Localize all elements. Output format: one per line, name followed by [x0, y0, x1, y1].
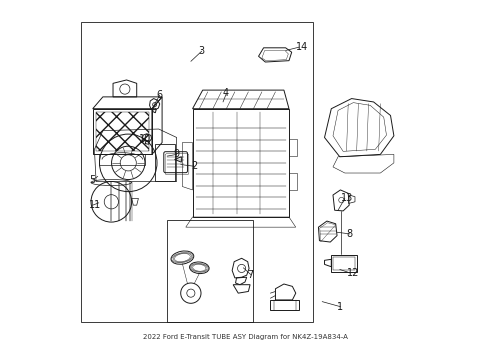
- Text: 10: 10: [140, 134, 152, 144]
- Text: 4: 4: [223, 89, 229, 99]
- Bar: [331, 255, 357, 272]
- Bar: [81, 22, 313, 322]
- Text: 2: 2: [191, 161, 197, 171]
- Text: 8: 8: [346, 229, 353, 239]
- Text: 12: 12: [346, 268, 359, 278]
- Text: 5: 5: [89, 175, 96, 185]
- Text: 13: 13: [342, 193, 354, 203]
- Text: 6: 6: [156, 90, 163, 100]
- Text: 2022 Ford E-Transit TUBE ASY Diagram for NK4Z-19A834-A: 2022 Ford E-Transit TUBE ASY Diagram for…: [143, 334, 347, 340]
- Text: 3: 3: [198, 46, 204, 56]
- Text: 14: 14: [296, 42, 308, 52]
- Bar: [96, 112, 148, 151]
- Bar: [155, 144, 175, 181]
- Text: 9: 9: [173, 149, 179, 159]
- Bar: [333, 257, 355, 270]
- Text: 11: 11: [89, 200, 101, 210]
- Text: 7: 7: [247, 270, 254, 279]
- Bar: [193, 109, 289, 217]
- Bar: [167, 220, 253, 322]
- Text: 1: 1: [337, 302, 343, 312]
